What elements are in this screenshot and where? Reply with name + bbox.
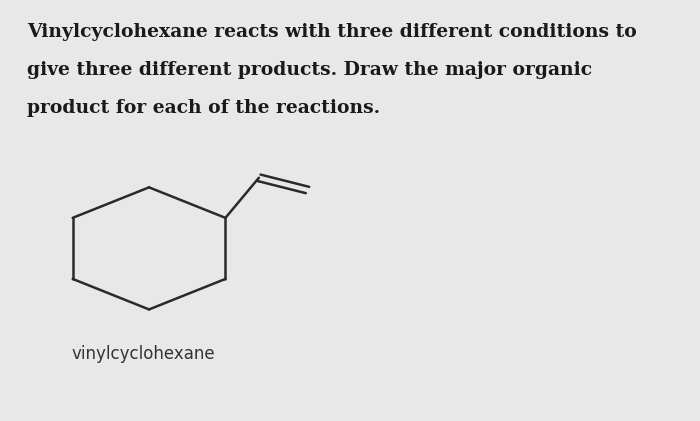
Text: Vinylcyclohexane reacts with three different conditions to: Vinylcyclohexane reacts with three diffe…	[27, 23, 637, 41]
Text: give three different products. Draw the major organic: give three different products. Draw the …	[27, 61, 592, 79]
Text: vinylcyclohexane: vinylcyclohexane	[71, 345, 215, 363]
Text: product for each of the reactions.: product for each of the reactions.	[27, 99, 381, 117]
